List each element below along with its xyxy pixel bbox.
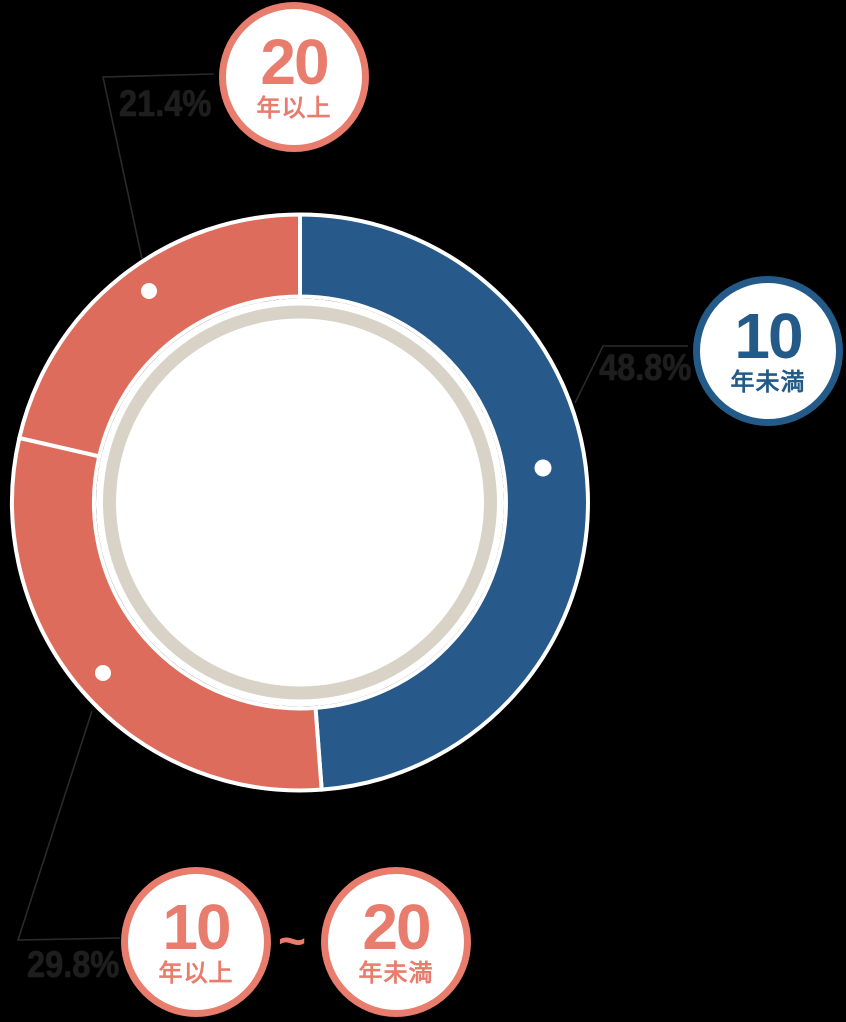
- segment-marker-dot-10to20: [95, 665, 111, 681]
- percent-label-10to20: 29.8%: [27, 944, 120, 985]
- donut-segment-1: [10, 435, 324, 793]
- badge-number: 20: [260, 26, 329, 99]
- leader-line-under10: [574, 345, 688, 404]
- badge-label: 年以上: [256, 94, 332, 122]
- badge-number: 10: [734, 300, 803, 373]
- badge-label: 年未満: [358, 959, 434, 987]
- badge-label: 年以上: [158, 959, 234, 987]
- badge-number: 10: [162, 891, 231, 964]
- donut-segment-0: [298, 212, 590, 792]
- badge-10-years-plus: 10 年以上: [121, 867, 271, 1017]
- badge-label: 年未満: [730, 368, 806, 396]
- donut-segment-2: [17, 212, 302, 459]
- badge-under-20-years: 20 年未満: [321, 867, 471, 1017]
- badge-20-years-plus: 20 年以上: [219, 2, 369, 152]
- donut-hole: [116, 318, 484, 687]
- percent-label-20plus: 21.4%: [119, 83, 212, 124]
- badge-number: 20: [362, 891, 431, 964]
- segment-marker-dot-under10: [534, 459, 552, 477]
- leader-line-10to20: [16, 710, 121, 941]
- range-tilde-separator: ~: [278, 915, 307, 968]
- segment-marker-dot-20plus: [141, 283, 157, 299]
- badge-under-10-years: 10 年未満: [693, 276, 843, 426]
- percent-label-under10: 48.8%: [599, 347, 692, 388]
- donut-segments-group: [10, 212, 590, 793]
- leader-line-20plus: [102, 73, 215, 260]
